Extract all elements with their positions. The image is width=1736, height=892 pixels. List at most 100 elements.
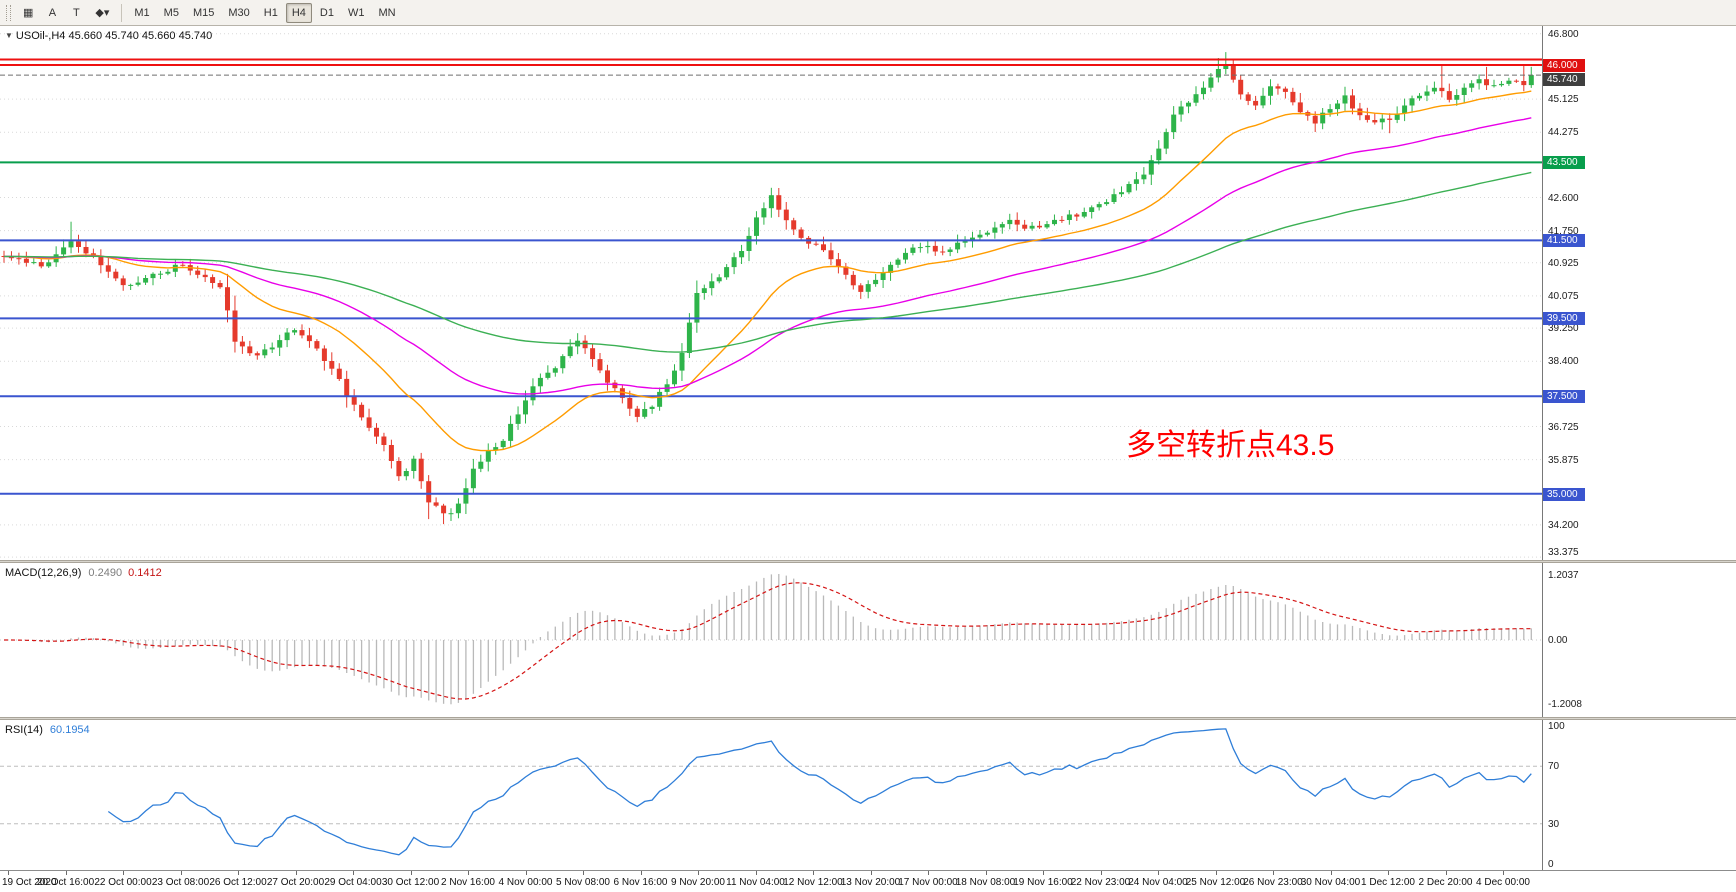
time-axis-label: 26 Nov 23:00 [1243,877,1303,888]
time-axis-label: 11 Nov 04:00 [726,877,785,888]
time-axis-tick [1388,871,1389,875]
time-axis-tick [985,871,987,875]
time-axis-label: 27 Oct 20:00 [266,877,325,888]
price-tick-label: 33.375 [1548,547,1579,558]
time-axis-label: 20 Oct 16:00 [36,877,95,888]
price-level-badge: 43.500 [1543,156,1585,170]
time-axis-tick [238,871,239,875]
rsi-plot[interactable]: RSI(14) 60.1954 [0,720,1542,870]
rsi-value: 60.1954 [49,724,90,736]
rsi-label: RSI(14) 60.1954 [5,724,90,736]
price-scale[interactable]: 46.800 45.125 44.275 42.600 41.750 40.925 40.0… [1542,26,1736,560]
time-axis-label: 25 Nov 12:00 [1185,877,1246,888]
price-tick-label: 46.800 [1548,28,1579,40]
time-axis-tick [1503,871,1504,875]
rsi-axis-label: 100 [1548,721,1565,732]
main-chart-plot[interactable]: ▼ USOil-,H4 45.660 45.740 45.660 45.740 多… [0,26,1542,560]
time-axis-tick [468,871,469,875]
timeframe-mn-button[interactable]: MN [378,6,396,19]
time-axis-tick [1273,871,1274,875]
rsi-axis-label: 30 [1548,818,1560,830]
macd-plot[interactable]: MACD(12,26,9) 0.2490 0.1412 [0,563,1542,717]
text-annotation-button[interactable]: A [48,6,57,19]
macd-name: MACD(12,26,9) [5,567,82,579]
timeframe-m5-button[interactable]: M5 [163,6,179,19]
rsi-axis-label: 70 [1548,761,1560,773]
time-axis-tick [1043,871,1044,875]
time-axis-tick [1445,871,1447,875]
time-axis-tick [1100,871,1102,875]
symbol-ohlc-label: ▼ USOil-,H4 45.660 45.740 45.660 45.740 [5,30,212,42]
time-axis-tick [1215,871,1217,875]
main-chart-canvas[interactable] [0,26,1542,560]
price-tick-label: 42.600 [1548,192,1579,204]
time-axis-tick [410,871,412,875]
price-tick-label: 39.250 [1548,323,1579,335]
price-tick-label: 36.725 [1548,421,1579,433]
text-box-button[interactable]: T [73,6,80,19]
chart-annotation-text: 多空转折点43.5 [1126,429,1335,462]
time-axis-tick [870,871,872,875]
rsi-canvas[interactable] [0,720,1542,870]
toolbar-grip[interactable] [6,4,11,21]
time-axis-label: 4 Nov 00:00 [498,877,553,888]
time-axis-tick [640,871,642,875]
time-axis-label: 17 Nov 00:00 [898,877,958,888]
main-chart-panel: ▼ USOil-,H4 45.660 45.740 45.660 45.740 多… [0,26,1736,560]
time-axis-label: 18 Nov 08:00 [955,877,1016,888]
time-axis-label: 12 Nov 12:00 [783,877,843,888]
rsi-scale[interactable]: 100 70 30 0 [1542,720,1736,870]
price-tick-label: 40.075 [1548,290,1579,302]
price-level-badge: 45.740 [1543,73,1585,87]
time-axis-tick [123,871,124,875]
price-tick-label: 44.275 [1548,127,1579,139]
time-axis-tick [8,871,9,875]
rsi-panel: RSI(14) 60.1954 100 70 30 0 [0,720,1736,870]
panel-splitter[interactable] [0,717,1736,720]
time-axis-label: 23 Oct 08:00 [151,877,210,888]
panel-splitter[interactable] [0,560,1736,563]
time-axis-label: 19 Oct 2020 [2,877,57,888]
macd-axis-label: 0.00 [1548,635,1568,646]
chart-windows-icon[interactable]: ▦ [23,7,34,19]
time-axis-label: 6 Nov 16:00 [613,877,668,888]
time-axis-label: 22 Nov 23:00 [1070,877,1131,888]
timeframe-d1-button[interactable]: D1 [319,6,334,19]
time-axis-tick [1330,871,1332,875]
time-axis-label: 24 Nov 04:00 [1128,877,1188,888]
timeframe-h4-button[interactable]: H4 [285,2,312,23]
price-level-badge: 37.500 [1543,390,1585,404]
timeframe-m1-button[interactable]: M1 [134,6,150,19]
time-axis-label: 13 Nov 20:00 [840,877,901,888]
time-axis-tick [353,871,354,875]
time-axis-tick [813,871,814,875]
price-level-badge: 35.000 [1543,487,1585,501]
timeframe-h1-button[interactable]: H1 [263,6,278,19]
time-axis-tick [583,871,584,875]
line-studies-menu-button[interactable]: ◆▾ [95,7,110,19]
price-level-badge: 39.500 [1543,312,1585,326]
price-tick-label: 35.875 [1548,454,1579,466]
time-axis-tick [525,871,527,875]
toolbar: ▦ A T ◆▾ M1 M5 M15 M30 H1 H4 D1 W1 MN [0,0,1736,26]
time-axis-tick [755,871,757,875]
chart-shift-icon: ▼ [5,31,13,40]
time-scale[interactable]: 19 Oct 2020 20 Oct 16:00 22 Oct 00:00 23 Oc… [0,870,1736,892]
toolbar-separator [121,3,123,22]
timeframe-w1-button[interactable]: W1 [347,6,365,19]
macd-label: MACD(12,26,9) 0.2490 0.1412 [5,567,162,579]
macd-canvas[interactable] [0,563,1542,717]
price-level-badge: 41.500 [1543,234,1585,248]
macd-scale[interactable]: 1.2037 0.00 -1.2008 [1542,563,1736,717]
time-axis-label: 19 Nov 16:00 [1013,877,1073,888]
time-axis-tick [65,871,67,875]
rsi-axis-label: 0 [1548,859,1554,870]
macd-panel: MACD(12,26,9) 0.2490 0.1412 1.2037 0.00 -1.2… [0,563,1736,717]
price-tick-label: 40.925 [1548,257,1579,269]
chart-tools-group: ▦ A T ◆▾ [17,3,115,23]
timeframe-m15-button[interactable]: M15 [192,6,215,19]
timeframe-m30-button[interactable]: M30 [228,6,250,19]
time-axis-tick [180,871,182,875]
macd-axis-label: -1.2008 [1548,699,1582,711]
price-tick-label: 38.400 [1548,356,1579,368]
